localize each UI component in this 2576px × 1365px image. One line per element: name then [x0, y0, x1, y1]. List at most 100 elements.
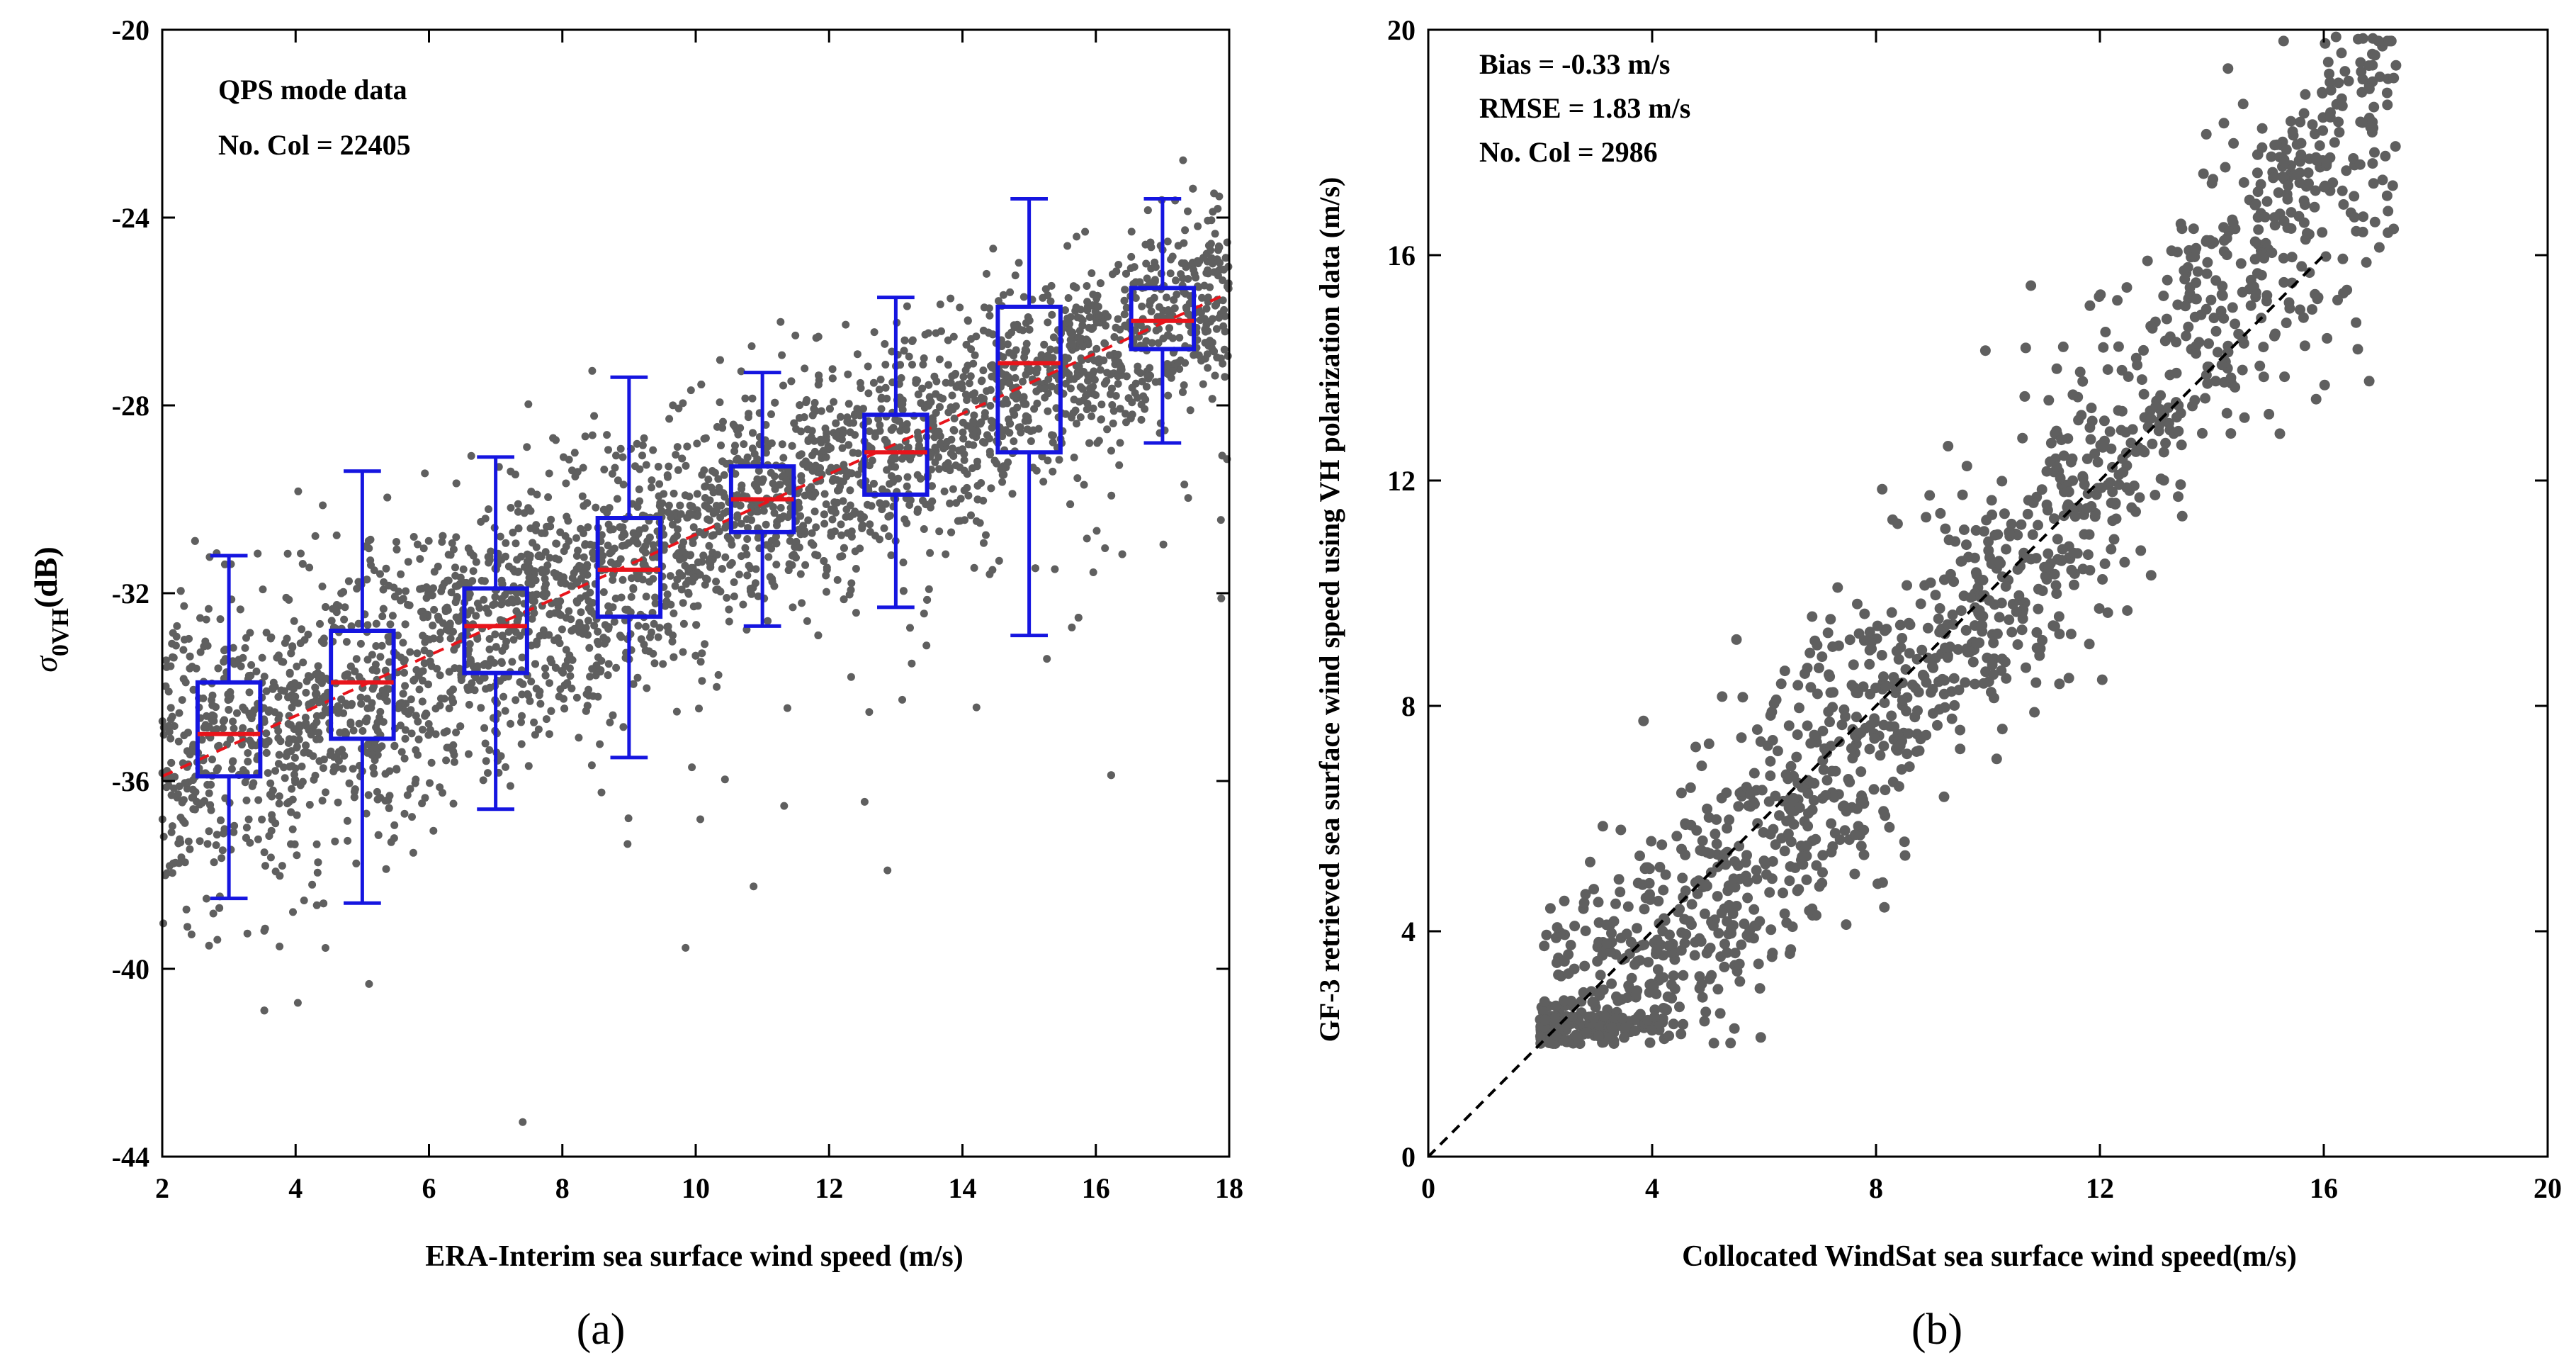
panel-a-point: [807, 433, 815, 442]
panel-a-point: [1121, 286, 1129, 294]
panel-a-point: [162, 682, 170, 690]
panel-b-point: [1940, 523, 1951, 534]
panel-a-point: [837, 531, 846, 539]
panel-b-point: [1870, 682, 1881, 694]
panel-a-point: [1109, 420, 1117, 427]
panel-a-point: [245, 688, 254, 697]
panel-a-point: [1122, 303, 1131, 312]
panel-a-point: [635, 465, 644, 473]
panel-b-point: [2027, 529, 2038, 540]
panel-a-point: [840, 595, 848, 604]
panel-a-point: [316, 619, 324, 628]
panel-a-point: [689, 539, 697, 547]
panel-a-point: [720, 509, 728, 517]
panel-a-point: [916, 474, 925, 483]
panel-a-point: [693, 512, 701, 520]
panel-a-point: [583, 499, 592, 507]
panel-a-point: [1180, 239, 1188, 247]
panel-b-point: [2006, 518, 2017, 529]
panel-b-point: [1886, 607, 1897, 618]
panel-a-point: [320, 692, 329, 701]
panel-b-point: [1807, 611, 1818, 622]
panel-a-point: [444, 551, 453, 559]
panel-a-point: [367, 704, 375, 712]
panel-a-point: [940, 487, 949, 495]
panel-a-point: [221, 794, 230, 802]
panel-a-point: [293, 999, 302, 1007]
panel-a-x-tick-label: 18: [1215, 1172, 1243, 1204]
panel-a-scatter-points: [158, 156, 1233, 1126]
panel-a-point: [556, 685, 565, 693]
panel-b-point: [2320, 38, 2331, 49]
panel-a-point: [335, 703, 344, 712]
panel-b-point: [2278, 252, 2289, 264]
panel-a-point: [213, 725, 221, 734]
panel-a-point: [927, 482, 936, 490]
panel-a-point: [576, 622, 584, 630]
panel-a-point: [349, 765, 357, 773]
panel-a-point: [169, 859, 177, 867]
panel-b-point: [1679, 938, 1690, 949]
panel-a-point: [290, 840, 299, 848]
panel-b-point: [2037, 634, 2048, 646]
panel-b-point: [2227, 214, 2238, 225]
panel-a-point: [286, 763, 294, 771]
panel-a-point: [830, 475, 838, 483]
panel-b-point: [2013, 590, 2025, 601]
panel-a-point: [669, 401, 677, 410]
panel-a-point: [871, 432, 879, 441]
panel-b-point: [2225, 372, 2237, 383]
panel-a-point: [961, 366, 970, 374]
panel-a-point: [815, 371, 823, 380]
panel-a-point: [318, 583, 327, 590]
panel-a-point: [1120, 310, 1129, 319]
panel-a-x-tick-label: 16: [1082, 1172, 1110, 1204]
panel-b-point: [1903, 617, 1914, 629]
panel-a-point: [936, 300, 944, 308]
panel-b-point: [1991, 753, 2002, 765]
panel-b-point: [1677, 872, 1688, 884]
panel-a-point: [293, 736, 301, 745]
panel-a-point: [378, 742, 386, 751]
panel-b-point: [2298, 217, 2310, 228]
panel-a-point: [752, 507, 761, 516]
panel-a-point: [903, 473, 912, 481]
panel-b-point: [2066, 564, 2077, 575]
panel-b-point: [2102, 364, 2113, 375]
panel-a-point: [284, 748, 293, 756]
panel-a-point: [665, 462, 673, 471]
panel-b-point: [2197, 427, 2208, 439]
panel-a-y-tick-label: -32: [112, 578, 149, 610]
panel-b-point: [1585, 856, 1595, 867]
panel-a-point: [1068, 340, 1077, 349]
panel-a-point: [914, 428, 922, 437]
panel-a-point: [1061, 306, 1069, 315]
panel-b-point: [2150, 401, 2162, 412]
panel-b-point: [2303, 178, 2314, 189]
panel-a-point: [1211, 230, 1219, 238]
panel-a-point: [671, 582, 679, 590]
panel-a-point: [384, 633, 392, 641]
panel-a-point: [963, 483, 971, 492]
panel-a-point: [380, 578, 388, 586]
panel-a-point: [635, 497, 644, 505]
panel-a-point: [822, 436, 830, 444]
panel-a-point: [1049, 438, 1057, 446]
panel-a-point: [869, 378, 878, 387]
panel-a-y-axis-sigma: σ: [28, 655, 64, 673]
panel-a-point: [764, 617, 772, 625]
panel-a-point: [502, 552, 509, 561]
panel-a-point: [593, 637, 601, 646]
panel-a-point: [949, 332, 958, 341]
panel-a-point: [319, 764, 327, 773]
panel-a-point: [242, 796, 251, 804]
panel-a-point: [979, 326, 988, 335]
panel-b-point: [1961, 539, 1972, 551]
panel-a-point: [703, 502, 711, 511]
panel-a-point: [575, 734, 583, 742]
panel-a-point: [588, 665, 597, 673]
panel-a-point: [565, 537, 573, 545]
panel-b-point: [1983, 536, 1994, 547]
panel-b-point: [2135, 545, 2147, 556]
panel-a-point: [700, 434, 708, 443]
